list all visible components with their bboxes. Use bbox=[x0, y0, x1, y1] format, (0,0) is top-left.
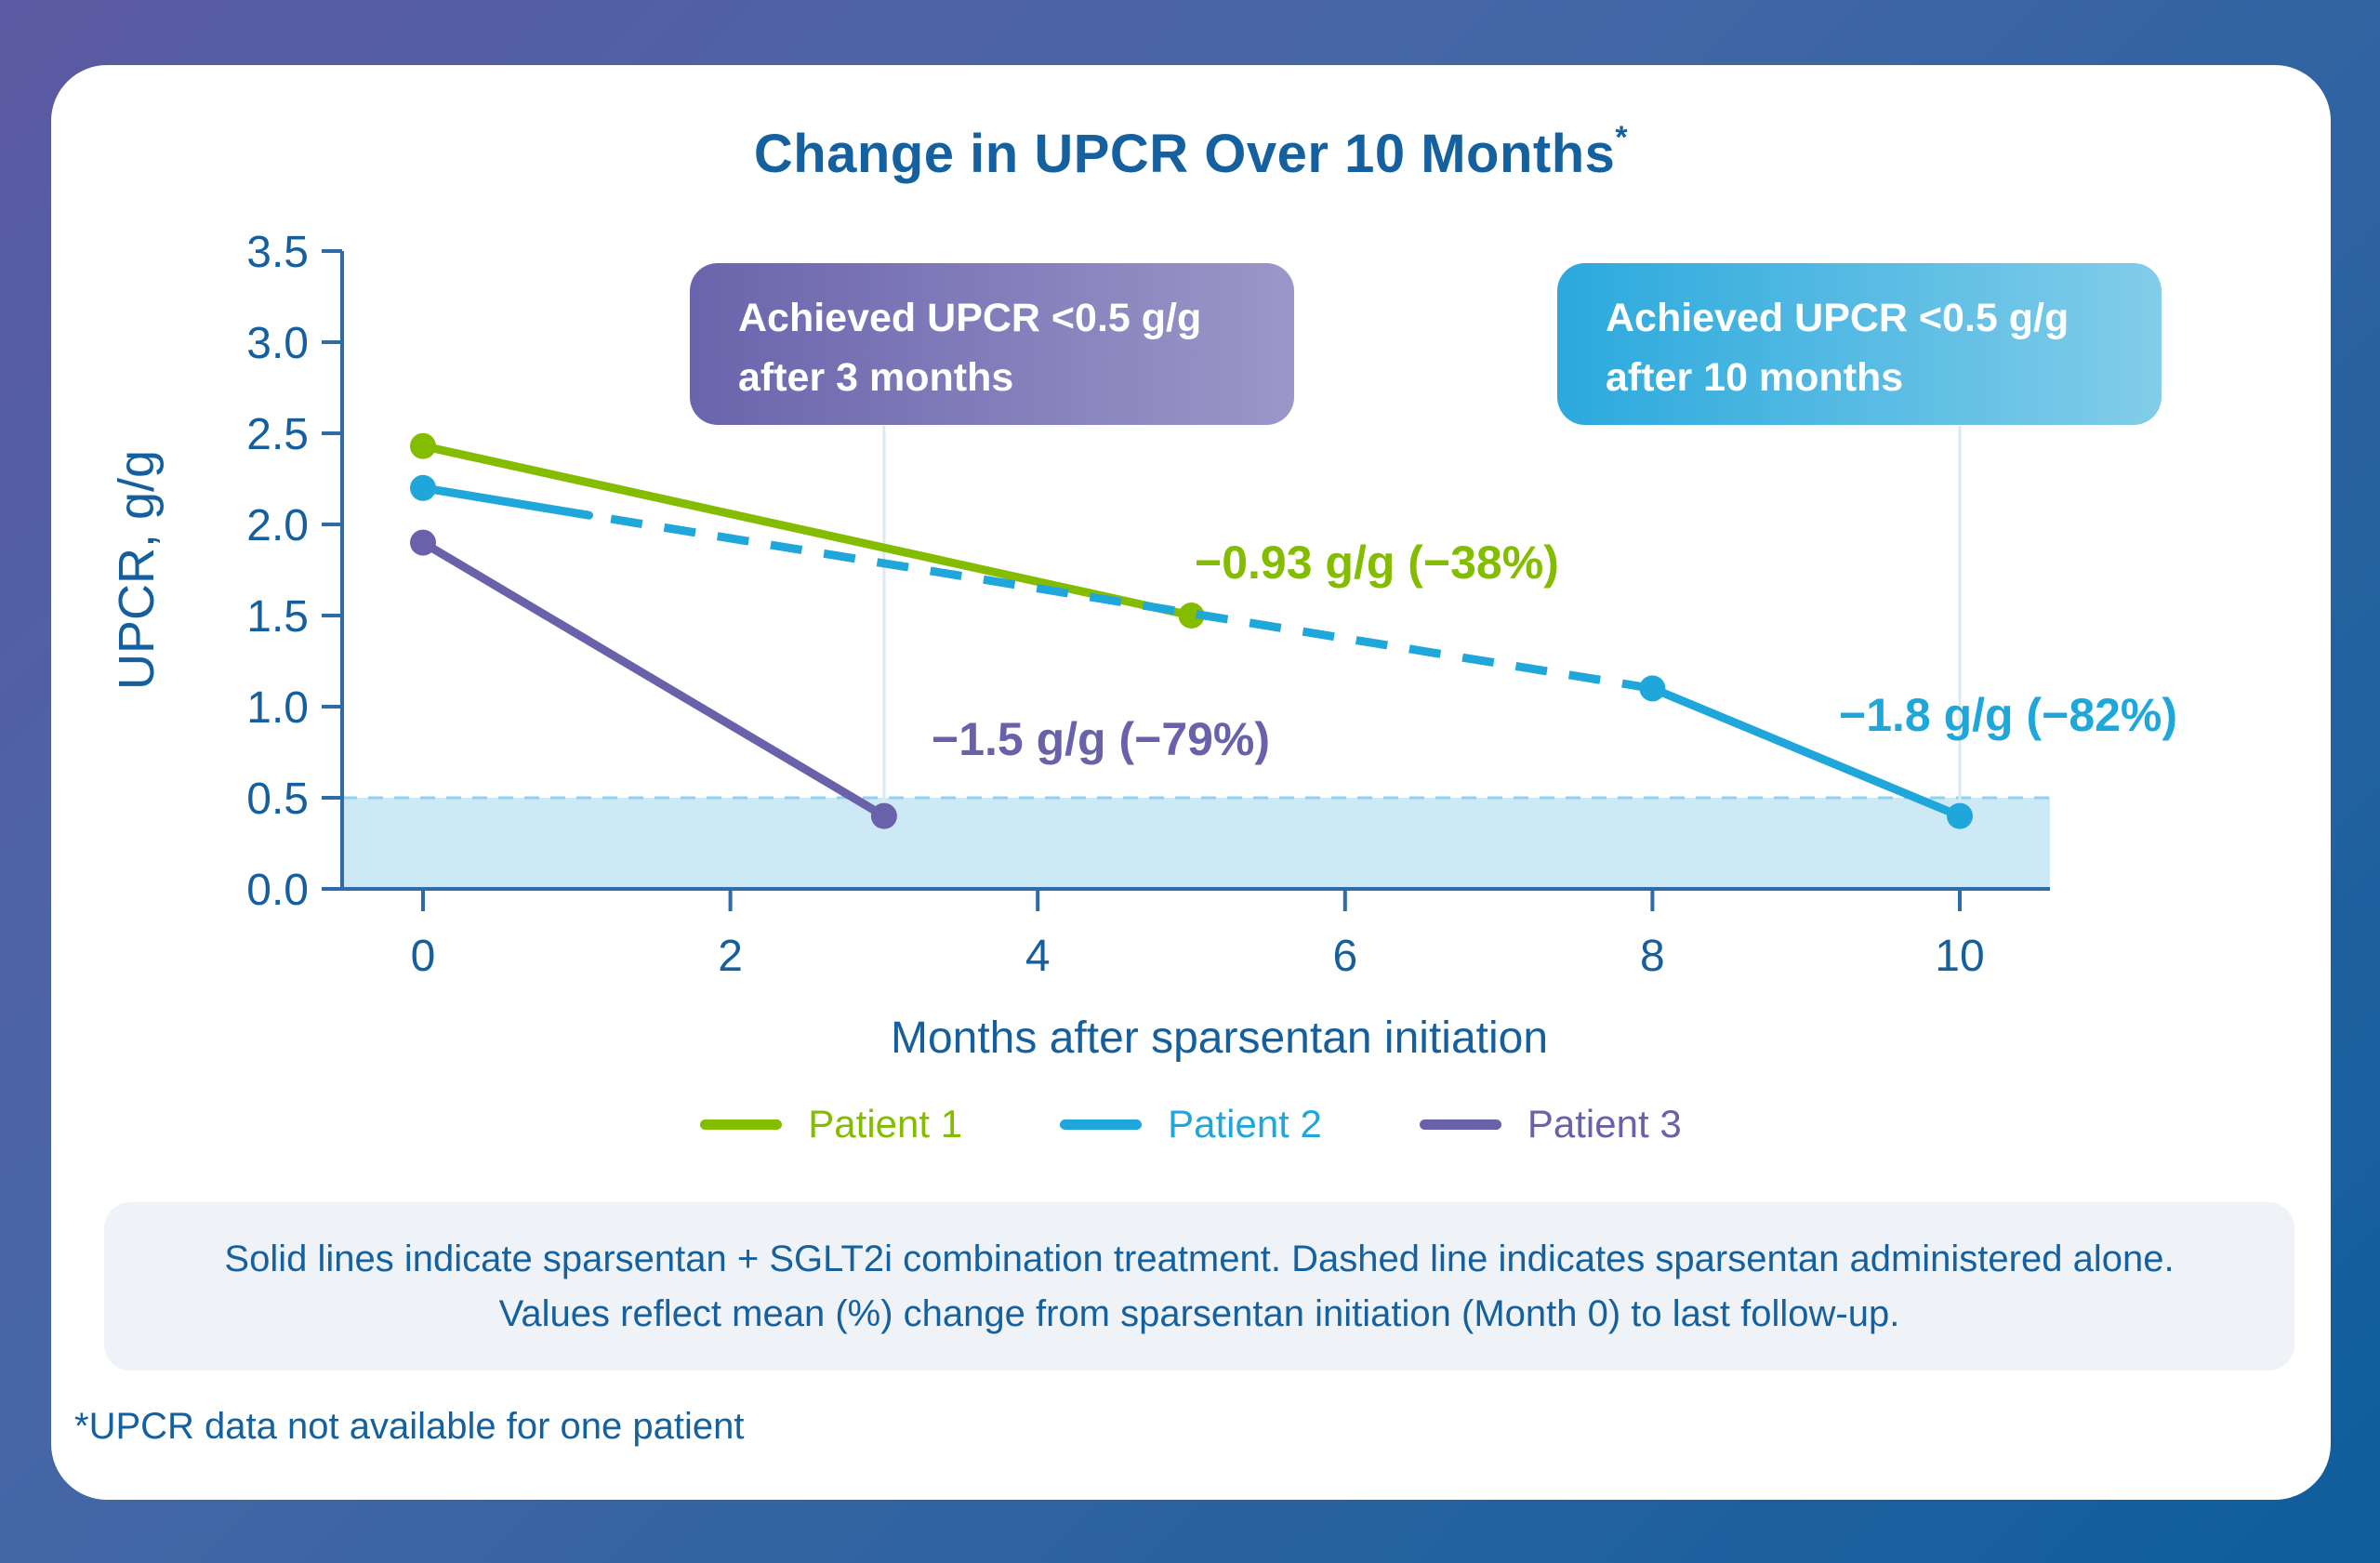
callout-line-1: Achieved UPCR <0.5 g/g bbox=[738, 296, 1202, 340]
callout-line-1: Achieved UPCR <0.5 g/g bbox=[1606, 296, 2069, 340]
chart-plot-area: 3.5 3.0 2.5 2.0 1.5 1.0 0.5 0.0 0 2 4 6 8 10 UPCR, g/g… bbox=[109, 228, 2050, 1063]
axes bbox=[322, 249, 2050, 911]
series-patient-1-solid-segment bbox=[418, 442, 1196, 620]
legend-swatch-patient-2 bbox=[1060, 1119, 1143, 1130]
chart-title: Change in UPCR Over 10 Months* bbox=[51, 119, 2331, 185]
callout-achieved-3-months: Achieved UPCR <0.5 g/g after 3 months bbox=[690, 263, 1294, 425]
footer-note-line-1: Solid lines indicate sparsentan + SGLT2i… bbox=[224, 1238, 2175, 1279]
series-patient-2 bbox=[410, 474, 1973, 829]
chart-title-asterisk: * bbox=[1615, 119, 1629, 155]
y-tick-label-3.5: 3.5 bbox=[246, 228, 309, 277]
legend-item-patient-3: Patient 3 bbox=[1419, 1102, 1682, 1146]
y-axis-title: UPCR, g/g bbox=[109, 450, 165, 690]
data-point-patient-2-month-0 bbox=[410, 474, 436, 501]
footer-note-box: Solid lines indicate sparsentan + SGLT2i… bbox=[104, 1202, 2294, 1371]
data-point-patient-2-month-10 bbox=[1947, 802, 1973, 829]
data-point-patient-3-month-0 bbox=[410, 529, 436, 556]
data-point-patient-1-month-0 bbox=[410, 432, 436, 459]
y-tick-label-2.0: 2.0 bbox=[246, 501, 309, 550]
y-tick-label-0.5: 0.5 bbox=[246, 775, 309, 824]
series-patient-2-dashed-segment bbox=[588, 510, 1654, 693]
callout-achieved-10-months: Achieved UPCR <0.5 g/g after 10 months bbox=[1557, 263, 2162, 425]
chart-title-text: Change in UPCR Over 10 Months bbox=[753, 124, 1616, 184]
annotation-patient-1-change: −0.93 g/g (−38%) bbox=[1195, 536, 1559, 589]
annotation-patient-3-change: −1.5 g/g (−79%) bbox=[932, 713, 1271, 765]
legend-label-patient-3: Patient 3 bbox=[1527, 1102, 1682, 1146]
callout-line-2: after 3 months bbox=[738, 354, 1014, 400]
x-tick-label-4: 4 bbox=[1025, 932, 1051, 981]
series-patient-3 bbox=[410, 529, 897, 829]
y-tick-label-3.0: 3.0 bbox=[246, 319, 309, 368]
legend-swatch-patient-1 bbox=[700, 1119, 783, 1130]
y-tick-label-2.5: 2.5 bbox=[246, 410, 309, 459]
legend-label-patient-1: Patient 1 bbox=[808, 1102, 963, 1146]
footnote: *UPCR data not available for one patient bbox=[74, 1406, 745, 1447]
series-patient-2-solid-segment bbox=[1647, 683, 1964, 821]
data-point-patient-1-month-5 bbox=[1178, 603, 1205, 629]
x-tick-label-8: 8 bbox=[1640, 932, 1665, 981]
series-patient-1 bbox=[410, 432, 1205, 629]
legend-swatch-patient-3 bbox=[1419, 1119, 1501, 1130]
legend-label-patient-2: Patient 2 bbox=[1168, 1102, 1322, 1146]
legend-item-patient-1: Patient 1 bbox=[700, 1102, 962, 1146]
legend: Patient 1 Patient 2 Patient 3 bbox=[51, 1102, 2331, 1146]
x-axis-title: Months after sparsentan initiation bbox=[891, 1013, 1548, 1063]
x-tick-label-10: 10 bbox=[1935, 932, 1984, 981]
y-tick-label-1.0: 1.0 bbox=[246, 683, 309, 733]
footer-note-line-2: Values reflect mean (%) change from spar… bbox=[498, 1292, 1900, 1334]
x-tick-label-2: 2 bbox=[718, 932, 743, 981]
data-point-patient-3-month-3 bbox=[870, 802, 897, 829]
annotation-patient-2-change: −1.8 g/g (−82%) bbox=[1839, 689, 2178, 741]
target-band bbox=[342, 798, 2050, 889]
y-tick-label-1.5: 1.5 bbox=[246, 592, 309, 642]
x-tick-label-0: 0 bbox=[411, 932, 436, 981]
series-patient-2-solid-segment bbox=[418, 483, 594, 520]
chart-card: 3.5 3.0 2.5 2.0 1.5 1.0 0.5 0.0 0 2 4 6 8 10 UPCR, g/g… bbox=[51, 65, 2331, 1500]
x-tick-label-6: 6 bbox=[1332, 932, 1357, 981]
series-patient-3-solid-segment bbox=[418, 538, 889, 821]
data-point-patient-2-month-8 bbox=[1639, 675, 1666, 702]
callout-line-2: after 10 months bbox=[1606, 354, 1904, 400]
y-tick-label-0.0: 0.0 bbox=[246, 866, 309, 915]
legend-item-patient-2: Patient 2 bbox=[1060, 1102, 1322, 1146]
